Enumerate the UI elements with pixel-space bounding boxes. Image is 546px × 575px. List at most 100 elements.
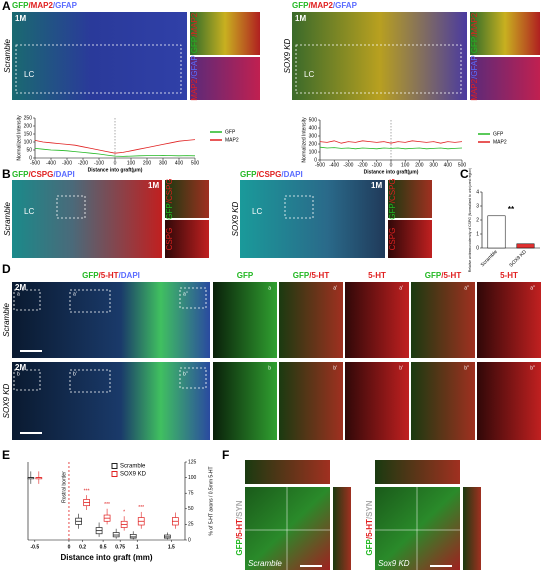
legend-label: SOX9 KD (120, 472, 147, 478)
micrograph (470, 57, 540, 100)
legend-label: MAP2 (225, 137, 239, 143)
inset-label-part: MAP2 (190, 78, 199, 100)
inset-tag: b'' (530, 365, 535, 371)
region-label: LC (252, 207, 262, 216)
y-tick-label: 125 (188, 459, 197, 465)
column-header: 5-HT (500, 271, 518, 280)
roi-box (284, 195, 314, 219)
micrograph (245, 460, 330, 484)
column-header-part: 5-HT (500, 271, 518, 280)
y-tick-label: 4 (476, 189, 479, 195)
y-tick-label: 0 (188, 537, 191, 543)
stain-label: GFP/CSPG/DAPI (240, 170, 303, 179)
micrograph (375, 460, 460, 484)
y-tick-label: 50 (188, 506, 194, 512)
micrograph (388, 220, 432, 258)
stain-label-part: /CSPG (256, 170, 281, 179)
roi-box (69, 369, 111, 393)
stain-label-part: /MAP2 (28, 1, 53, 10)
stain-label-part: GFP (240, 170, 257, 179)
inset-label-part: MAP2 (470, 78, 479, 100)
roi-box (56, 195, 86, 219)
inset-label-part: /GFAP (190, 55, 199, 79)
panel-letter: F (222, 448, 229, 462)
x-tick-label: 1 (136, 544, 139, 550)
y-axis-label: % of 5-HT axons / 0.5mm 5-HT (208, 466, 214, 535)
column-header: GFP/5-HT/DAPI (82, 271, 140, 280)
x-tick-label: SOX9 KD (508, 249, 528, 269)
stain-label-part: /SYN (365, 500, 374, 519)
x-tick-label: -200 (78, 160, 88, 166)
inset-label: GFP/CSPG (388, 178, 397, 219)
y-tick-label: 300 (309, 133, 318, 139)
roi-tag: a'' (183, 291, 188, 297)
stain-label-part: GFP (12, 1, 29, 10)
x-tick-label: -200 (358, 162, 368, 168)
micrograph (292, 12, 467, 100)
stain-label-part: /5-HT (235, 519, 244, 539)
condition-label: Scramble (3, 202, 12, 236)
significance: *** (104, 502, 110, 508)
scale-bar (300, 565, 322, 567)
y-tick-label: 200 (24, 123, 33, 129)
condition-label: Scramble (3, 39, 12, 73)
legend-swatch (111, 463, 118, 469)
inset-label: CSPG (388, 228, 397, 251)
inset-label-part: /MAP2 (470, 12, 479, 37)
x-tick-label: -500 (315, 162, 325, 168)
column-header-part: GFP (237, 271, 254, 280)
stain-label-part: /SYN (235, 500, 244, 519)
roi-tag: a (17, 291, 20, 297)
panel-letter: A (2, 0, 11, 13)
inset-label-part: CSPG (388, 228, 397, 251)
legend-label: Scramble (120, 464, 146, 470)
region-label: LC (304, 70, 314, 79)
micrograph (12, 180, 162, 258)
micrograph (190, 57, 260, 100)
micrograph (279, 362, 343, 440)
x-tick-label: -400 (46, 160, 56, 166)
x-tick-label: -300 (343, 162, 353, 168)
y-tick-label: 150 (24, 131, 33, 137)
inset-label-part: /CSPG (388, 178, 397, 203)
column-header-part: 5-HT (368, 271, 386, 280)
roi-tag: a' (73, 291, 77, 297)
inset-label-part: /CSPG (165, 178, 174, 203)
x-tick-label: 500 (458, 162, 467, 168)
inset-label-part: /GFAP (470, 55, 479, 79)
roi-box (13, 369, 41, 391)
panel-letter: E (2, 448, 10, 462)
inset-tag: b' (333, 365, 337, 371)
micrograph (213, 362, 277, 440)
micrograph (345, 362, 409, 440)
y-tick-label: 1 (476, 231, 479, 237)
line-series (319, 146, 463, 150)
panel-letter: C (460, 167, 469, 181)
micrograph (463, 487, 481, 570)
micrograph (333, 487, 351, 570)
column-header-part: GFP (82, 271, 99, 280)
x-tick-label: 200 (143, 160, 152, 166)
micrograph (12, 282, 210, 358)
y-axis-label: Normalized Intensity (16, 115, 22, 161)
stain-label: GFP/CSPG/DAPI (12, 170, 75, 179)
micrograph (411, 362, 475, 440)
inset-tag: a'' (464, 285, 469, 291)
box (129, 534, 137, 539)
micrograph (477, 282, 541, 358)
scale-bar (430, 565, 452, 567)
micrograph (213, 282, 277, 358)
legend-swatch (111, 471, 118, 477)
inset-label: GFP/MAP2 (470, 12, 479, 53)
significance: *** (138, 505, 144, 511)
roi-box (15, 44, 182, 94)
stain-label-part: GFP (12, 170, 29, 179)
y-tick-label: 500 (309, 117, 318, 123)
x-tick-label: -100 (372, 162, 382, 168)
stain-label-part: GFP (235, 538, 244, 555)
column-header-part: GFP (425, 271, 442, 280)
x-tick-label: -400 (329, 162, 339, 168)
x-tick-label: 200 (415, 162, 424, 168)
y-tick-label: 2 (476, 217, 479, 223)
